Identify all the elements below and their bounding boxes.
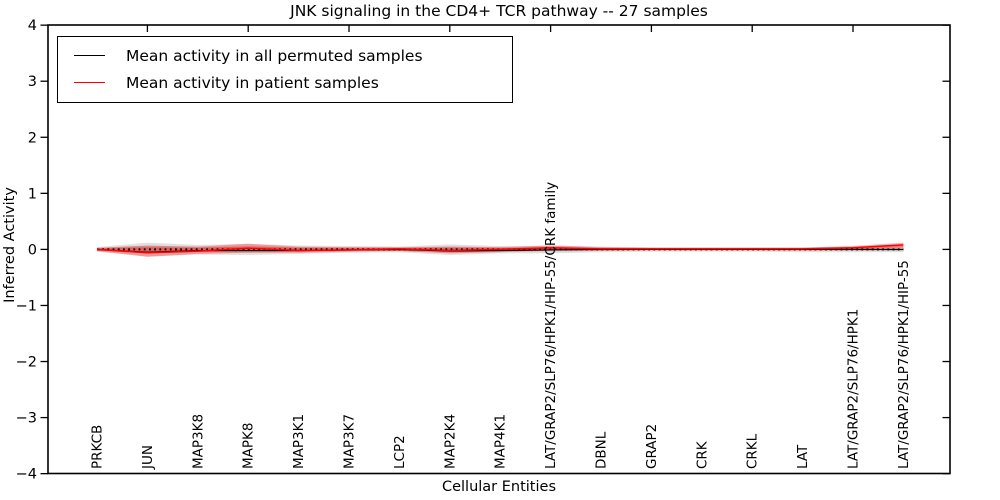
y-tick-label: −1	[16, 298, 37, 314]
y-tick-label: −4	[16, 467, 37, 483]
legend-label: Mean activity in patient samples	[126, 73, 379, 92]
y-tick-label: 4	[28, 18, 37, 34]
x-category-label: JUN	[140, 445, 156, 470]
patient-mean-line	[96, 244, 904, 254]
x-category-label: MAP4K1	[493, 414, 509, 469]
y-tick-label: 2	[28, 130, 37, 146]
x-category-label: LAT/GRAP2/SLP76/HPK1/HIP-55/CRK family	[543, 182, 559, 469]
legend-entry-permuted: Mean activity in all permuted samples	[58, 42, 512, 69]
permuted-line-sample	[74, 55, 105, 56]
x-category-label: GRAP2	[644, 424, 660, 469]
x-category-label: CRKL	[745, 433, 761, 469]
y-tick-label: −2	[16, 355, 37, 371]
x-category-label: DBNL	[594, 431, 610, 469]
legend-entry-patient: Mean activity in patient samples	[58, 69, 512, 96]
x-category-label: MAP3K7	[342, 414, 358, 469]
x-category-label: MAP3K8	[190, 414, 206, 469]
y-tick-label: 1	[28, 186, 37, 202]
patient-line-sample	[74, 82, 105, 83]
x-axis-label: Cellular Entities	[441, 479, 557, 495]
x-category-label: PRKCB	[90, 425, 106, 469]
x-category-label: MAP2K4	[442, 414, 458, 469]
legend-label: Mean activity in all permuted samples	[126, 46, 423, 65]
x-category-label: LAT/GRAP2/SLP76/HPK1/HIP-55	[896, 260, 912, 469]
x-category-label: LAT/GRAP2/SLP76/HPK1	[846, 309, 862, 469]
legend-box: Mean activity in all permuted samples Me…	[57, 36, 513, 103]
x-category-label: MAPK8	[241, 423, 257, 469]
y-tick-label: −3	[16, 411, 37, 427]
x-category-label: LAT	[795, 444, 811, 469]
x-category-label: LCP2	[392, 435, 408, 469]
y-tick-label: 0	[28, 242, 37, 258]
chart-title: JNK signaling in the CD4+ TCR pathway --…	[290, 2, 708, 20]
y-tick-label: 3	[28, 74, 37, 90]
x-category-label: CRK	[694, 440, 710, 469]
x-category-label: MAP3K1	[291, 414, 307, 469]
